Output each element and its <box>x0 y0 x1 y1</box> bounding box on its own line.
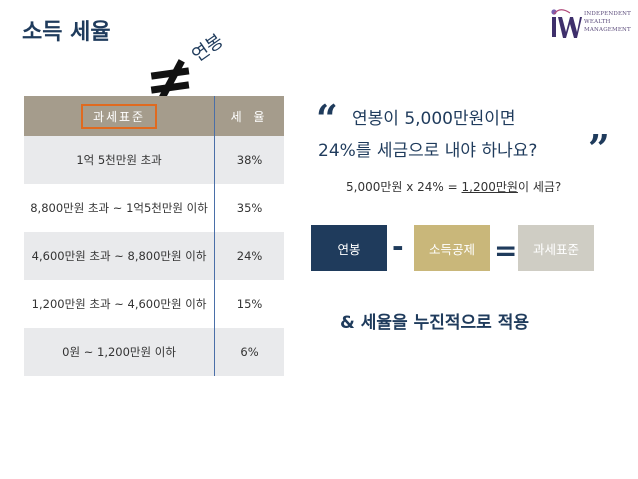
question-line-2: 24%를 세금으로 내야 하나요? <box>318 141 538 161</box>
minus-icon: - <box>392 230 404 263</box>
tax-rate-cell: 24% <box>214 232 284 280</box>
column-header-tax-base: 과세표준 <box>24 96 216 136</box>
formula-term-tax-base: 과세표준 <box>518 225 594 271</box>
close-quote-icon: ” <box>588 126 610 171</box>
tax-bracket-cell: 1,200만원 초과 ~ 4,600만원 이하 <box>24 280 216 328</box>
table-row: 0원 ~ 1,200만원 이하 6% <box>24 328 284 376</box>
logo-line: INDEPENDENT <box>584 11 632 17</box>
calc-prefix: 5,000만원 x 24% = <box>346 180 462 194</box>
logo-line: MANAGEMENT <box>584 27 631 33</box>
tax-bracket-cell: 8,800만원 초과 ~ 1억5천만원 이하 <box>24 184 216 232</box>
table-row: 4,600만원 초과 ~ 8,800만원 이하 24% <box>24 232 284 280</box>
tax-rate-cell: 6% <box>214 328 284 376</box>
iwm-logo-icon <box>551 9 582 38</box>
formula-term-salary: 연봉 <box>311 225 387 271</box>
not-equal-icon <box>150 59 190 102</box>
tax-rate-table: 과세표준 세 율 1억 5천만원 초과 38% 8,800만원 초과 ~ 1억5… <box>24 96 284 376</box>
calc-suffix: 이 세금? <box>517 180 562 194</box>
tax-bracket-cell: 4,600만원 초과 ~ 8,800만원 이하 <box>24 232 216 280</box>
highlighted-header: 과세표준 <box>80 103 158 129</box>
progressive-rate-note: & 세율을 누진적으로 적용 <box>340 313 529 333</box>
tax-rate-cell: 15% <box>214 280 284 328</box>
tax-rate-cell: 35% <box>214 184 284 232</box>
logo-text: INDEPENDENT WEALTH MANAGEMENT <box>584 10 631 34</box>
logo-line: WEALTH <box>584 19 611 25</box>
formula-term-deduction: 소득공제 <box>414 225 490 271</box>
column-header-rate: 세 율 <box>214 96 284 136</box>
tax-bracket-cell: 0원 ~ 1,200만원 이하 <box>24 328 216 376</box>
tax-rate-cell: 38% <box>214 136 284 184</box>
table-row: 1,200만원 초과 ~ 4,600만원 이하 15% <box>24 280 284 328</box>
table-row: 1억 5천만원 초과 38% <box>24 136 284 184</box>
calc-result: 1,200만원 <box>461 180 518 194</box>
equals-icon: = <box>494 234 518 267</box>
company-logo: INDEPENDENT WEALTH MANAGEMENT <box>548 6 631 42</box>
table-header-row: 과세표준 세 율 <box>24 96 284 136</box>
calculation-text: 5,000만원 x 24% = 1,200만원이 세금? <box>346 178 561 195</box>
question-line-1: 연봉이 5,000만원이면 <box>352 109 516 129</box>
page-title: 소득 세율 <box>22 20 111 45</box>
table-row: 8,800만원 초과 ~ 1억5천만원 이하 35% <box>24 184 284 232</box>
open-quote-icon: “ <box>316 96 338 141</box>
tax-bracket-cell: 1억 5천만원 초과 <box>24 136 216 184</box>
